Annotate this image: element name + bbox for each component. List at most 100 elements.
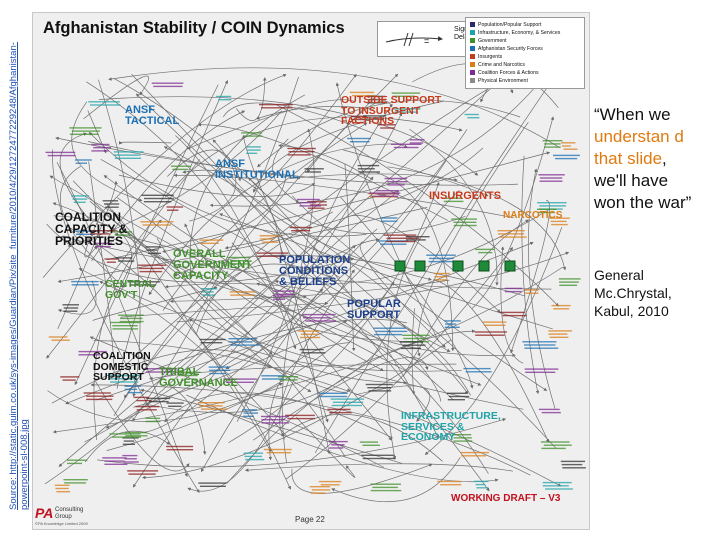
diagram-node xyxy=(463,367,492,373)
diagram-node xyxy=(365,383,393,392)
diagram-node xyxy=(223,378,257,383)
diagram-node xyxy=(474,331,507,336)
diagram-node xyxy=(246,146,261,154)
causal-link xyxy=(93,219,162,441)
diagram-node xyxy=(110,321,141,330)
diagram-node xyxy=(145,417,161,423)
causal-link xyxy=(314,75,556,454)
diagram-node xyxy=(538,408,561,414)
diagram-node xyxy=(380,217,398,222)
causal-link xyxy=(376,172,455,352)
diagram-node xyxy=(287,147,316,156)
legend-item: Crime and Narcotics xyxy=(470,61,525,69)
causal-link xyxy=(279,269,355,440)
causal-link xyxy=(527,168,556,409)
diagram-node xyxy=(347,137,371,143)
diagram-node xyxy=(104,258,119,263)
diagram-node xyxy=(208,366,231,375)
legend-item: Population/Popular Support xyxy=(470,21,541,29)
diagram-node xyxy=(357,164,380,173)
diagram-node xyxy=(561,142,578,150)
diagram-node xyxy=(560,460,586,469)
page-number: Page 22 xyxy=(295,515,325,524)
causal-link xyxy=(433,279,550,443)
diagram-node xyxy=(475,248,495,254)
legend-swatch xyxy=(470,78,475,84)
causal-link xyxy=(142,339,452,480)
diagram-node xyxy=(122,437,139,445)
causal-link xyxy=(340,196,474,389)
causal-link xyxy=(57,280,97,315)
diagram-node xyxy=(75,230,100,235)
diagram-node xyxy=(261,415,290,424)
diagram-node xyxy=(548,330,572,338)
diagram-node xyxy=(146,397,171,403)
diagram-node xyxy=(166,445,194,451)
causal-link xyxy=(113,78,439,439)
causal-link xyxy=(276,104,559,307)
diagram-node xyxy=(141,194,174,203)
diagram-node xyxy=(198,482,227,487)
diagram-node xyxy=(241,132,263,137)
diagram-node xyxy=(402,334,430,343)
causal-link xyxy=(331,457,461,502)
causal-link xyxy=(94,380,190,472)
quote-close: , we'll have won the war” xyxy=(594,149,692,212)
diagram-node xyxy=(67,459,88,465)
causal-link xyxy=(93,340,562,487)
diagram-node xyxy=(273,295,291,300)
diagram-node xyxy=(524,368,559,373)
diagram-node xyxy=(366,95,386,104)
diagram-node xyxy=(399,341,426,350)
diagram-node xyxy=(309,486,331,494)
causal-link xyxy=(113,73,399,417)
diagram-node xyxy=(538,174,565,182)
diagram-node xyxy=(285,414,315,420)
diagram-node xyxy=(133,396,152,402)
diagram-node xyxy=(464,113,480,119)
causal-link xyxy=(335,82,440,343)
diagram-node xyxy=(370,483,402,492)
legend-label: Population/Popular Support xyxy=(478,22,542,28)
diagram-node xyxy=(151,82,184,88)
diagram-node xyxy=(302,313,337,322)
causal-link xyxy=(71,101,143,202)
causal-link xyxy=(163,146,557,449)
causal-link xyxy=(280,413,443,462)
causal-link xyxy=(156,238,408,385)
source-citation[interactable]: Source: http://static.guim.co.uk/sys-ima… xyxy=(8,10,32,510)
diagram-node xyxy=(359,441,380,446)
cluster-population-conditions: POPULATION CONDITIONS & BELIEFS xyxy=(279,254,351,288)
causal-link xyxy=(131,73,490,492)
causal-link xyxy=(116,80,228,389)
diagram-node xyxy=(497,230,527,238)
diagram-node xyxy=(69,127,102,135)
diagram-node xyxy=(384,177,408,186)
diagram-node xyxy=(549,217,570,226)
diagram-node xyxy=(140,221,174,226)
diagram-node xyxy=(115,257,135,262)
diagram-node xyxy=(553,154,580,160)
causal-link xyxy=(291,195,548,391)
diagram-node xyxy=(54,484,71,493)
causal-link xyxy=(88,131,367,237)
diagram-node xyxy=(299,348,326,354)
causal-link xyxy=(58,85,494,467)
logo-name: Consulting Group xyxy=(55,507,84,520)
diagram-node xyxy=(124,385,143,394)
causal-link xyxy=(241,134,293,259)
cluster-popular-support: POPULAR SUPPORT xyxy=(347,298,401,321)
diagram-node xyxy=(540,441,572,450)
diagram-node xyxy=(482,321,507,326)
source-link-text[interactable]: Source: http://static.guim.co.uk/sys-ima… xyxy=(8,42,30,510)
causal-link xyxy=(162,169,287,253)
delay-arrow-icon: = xyxy=(385,32,443,47)
diagram-node xyxy=(228,338,260,346)
causal-link xyxy=(164,116,463,198)
causal-link xyxy=(89,200,273,356)
pa-consulting-logo: PA Consulting Group ©PA Knowledge Limite… xyxy=(35,505,105,529)
diagram-node xyxy=(242,409,258,417)
causal-link xyxy=(117,197,384,371)
diagram-node xyxy=(83,392,114,401)
diagram-node xyxy=(328,440,348,449)
